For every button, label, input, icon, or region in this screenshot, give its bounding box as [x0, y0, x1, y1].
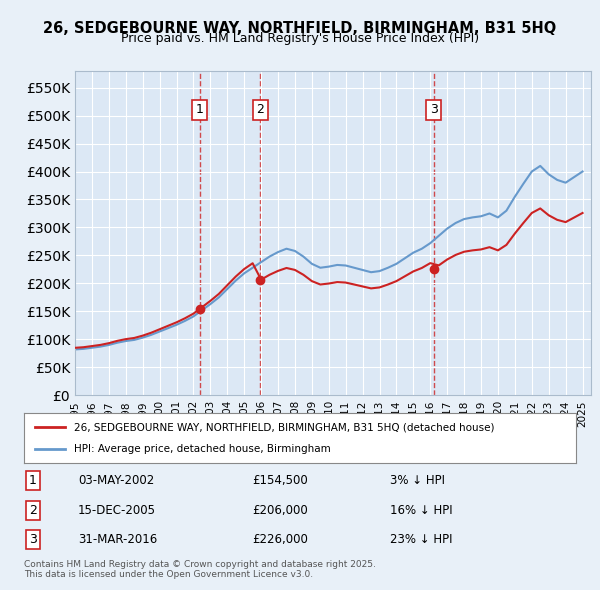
- Text: £206,000: £206,000: [252, 504, 308, 517]
- Text: £154,500: £154,500: [252, 474, 308, 487]
- Text: 3% ↓ HPI: 3% ↓ HPI: [390, 474, 445, 487]
- Text: HPI: Average price, detached house, Birmingham: HPI: Average price, detached house, Birm…: [74, 444, 331, 454]
- Text: 16% ↓ HPI: 16% ↓ HPI: [390, 504, 452, 517]
- Text: 15-DEC-2005: 15-DEC-2005: [78, 504, 156, 517]
- Text: 03-MAY-2002: 03-MAY-2002: [78, 474, 154, 487]
- Text: 31-MAR-2016: 31-MAR-2016: [78, 533, 157, 546]
- Text: 23% ↓ HPI: 23% ↓ HPI: [390, 533, 452, 546]
- Text: 3: 3: [29, 533, 37, 546]
- Text: Contains HM Land Registry data © Crown copyright and database right 2025.
This d: Contains HM Land Registry data © Crown c…: [24, 560, 376, 579]
- Text: 26, SEDGEBOURNE WAY, NORTHFIELD, BIRMINGHAM, B31 5HQ: 26, SEDGEBOURNE WAY, NORTHFIELD, BIRMING…: [43, 21, 557, 35]
- Text: 3: 3: [430, 103, 438, 116]
- Text: Price paid vs. HM Land Registry's House Price Index (HPI): Price paid vs. HM Land Registry's House …: [121, 32, 479, 45]
- Text: 1: 1: [29, 474, 37, 487]
- Text: 2: 2: [256, 103, 265, 116]
- Text: 26, SEDGEBOURNE WAY, NORTHFIELD, BIRMINGHAM, B31 5HQ (detached house): 26, SEDGEBOURNE WAY, NORTHFIELD, BIRMING…: [74, 422, 494, 432]
- Text: 1: 1: [196, 103, 204, 116]
- Text: 2: 2: [29, 504, 37, 517]
- Text: £226,000: £226,000: [252, 533, 308, 546]
